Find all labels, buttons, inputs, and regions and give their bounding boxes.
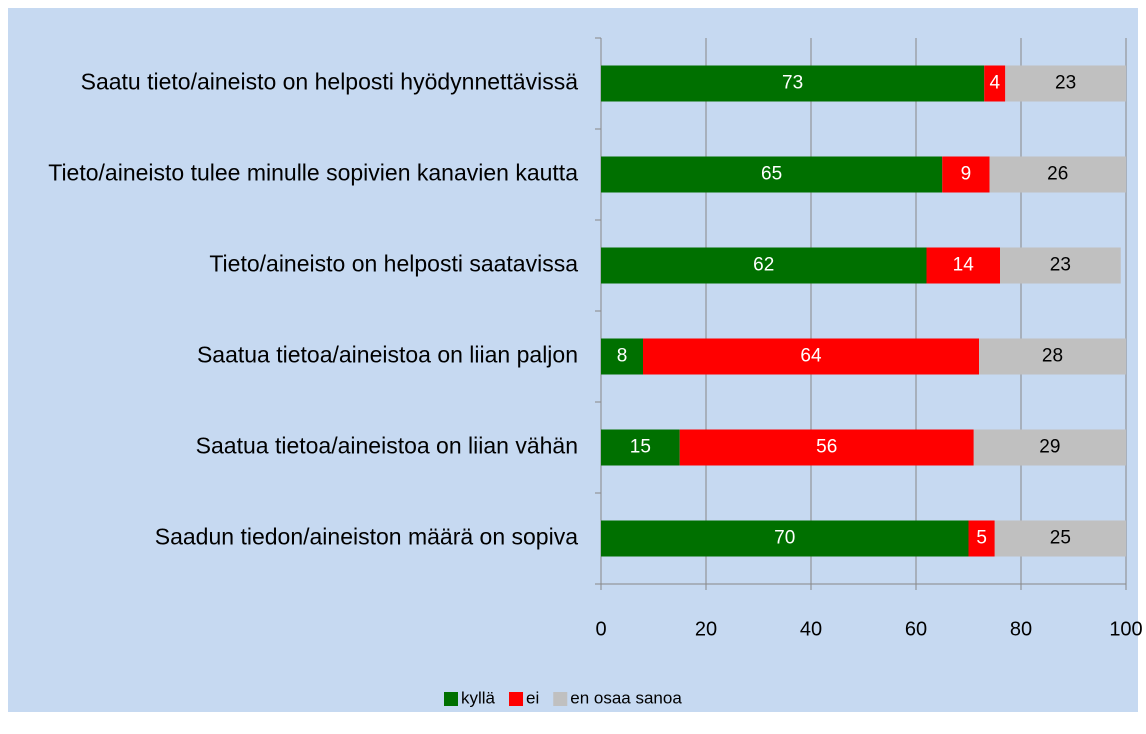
bar-segment: [994, 520, 1126, 557]
bar-segment: [601, 338, 643, 375]
y-tick-label: Tieto/aineisto tulee minulle sopivien ka…: [48, 160, 578, 186]
value-label: 9: [961, 164, 972, 185]
bar-segment: [926, 247, 1000, 284]
x-tick-label: 60: [905, 618, 927, 640]
value-label: 4: [989, 73, 1000, 94]
value-label: 15: [630, 437, 651, 458]
value-label: 29: [1039, 437, 1060, 458]
value-label: 65: [761, 164, 782, 185]
bar-segment: [601, 247, 927, 284]
x-tick-label: 80: [1010, 618, 1032, 640]
bar-segment: [601, 429, 680, 466]
legend-swatch: [553, 692, 568, 706]
x-tick-label: 20: [695, 618, 717, 640]
bar-segment: [601, 156, 943, 193]
value-label: 70: [774, 528, 795, 549]
value-label: 62: [753, 255, 774, 276]
value-label: 8: [617, 346, 628, 367]
y-tick-label: Saatua tietoa/aineistoa on liian vähän: [196, 433, 578, 459]
x-tick-label: 100: [1109, 618, 1142, 640]
x-tick-label: 40: [800, 618, 822, 640]
y-tick-label: Saadun tiedon/aineiston määrä on sopiva: [155, 524, 578, 550]
bar-segment: [989, 156, 1126, 193]
bar-segment: [1000, 247, 1121, 284]
legend-swatch: [444, 692, 458, 706]
bar-segment: [973, 429, 1126, 466]
bar-segment: [601, 65, 985, 102]
legend-swatch: [509, 692, 524, 706]
y-tick-label: Tieto/aineisto on helposti saatavissa: [209, 251, 578, 277]
legend-label: ei: [526, 688, 539, 707]
bar-segment: [1005, 65, 1126, 102]
value-label: 73: [782, 73, 803, 94]
bar-segment: [979, 338, 1126, 375]
value-label: 14: [953, 255, 975, 276]
bar-segment: [601, 520, 969, 557]
value-label: 23: [1050, 255, 1071, 276]
legend-label: kyllä: [461, 688, 496, 707]
bar-segment: [679, 429, 974, 466]
y-tick-label: Saatu tieto/aineisto on helposti hyödynn…: [81, 69, 579, 95]
value-label: 64: [800, 346, 822, 367]
value-label: 25: [1050, 528, 1071, 549]
x-tick-label: 0: [595, 618, 606, 640]
value-label: 56: [816, 437, 837, 458]
value-label: 26: [1047, 164, 1068, 185]
y-tick-label: Saatua tietoa/aineistoa on liian paljon: [197, 342, 578, 368]
legend-label: en osaa sanoa: [570, 688, 682, 707]
bar-segment: [643, 338, 979, 375]
value-label: 28: [1042, 346, 1063, 367]
bar-segment: [968, 520, 995, 557]
value-label: 5: [976, 528, 987, 549]
bar-segment: [942, 156, 990, 193]
value-label: 23: [1055, 73, 1076, 94]
bar-segment: [984, 65, 1006, 102]
